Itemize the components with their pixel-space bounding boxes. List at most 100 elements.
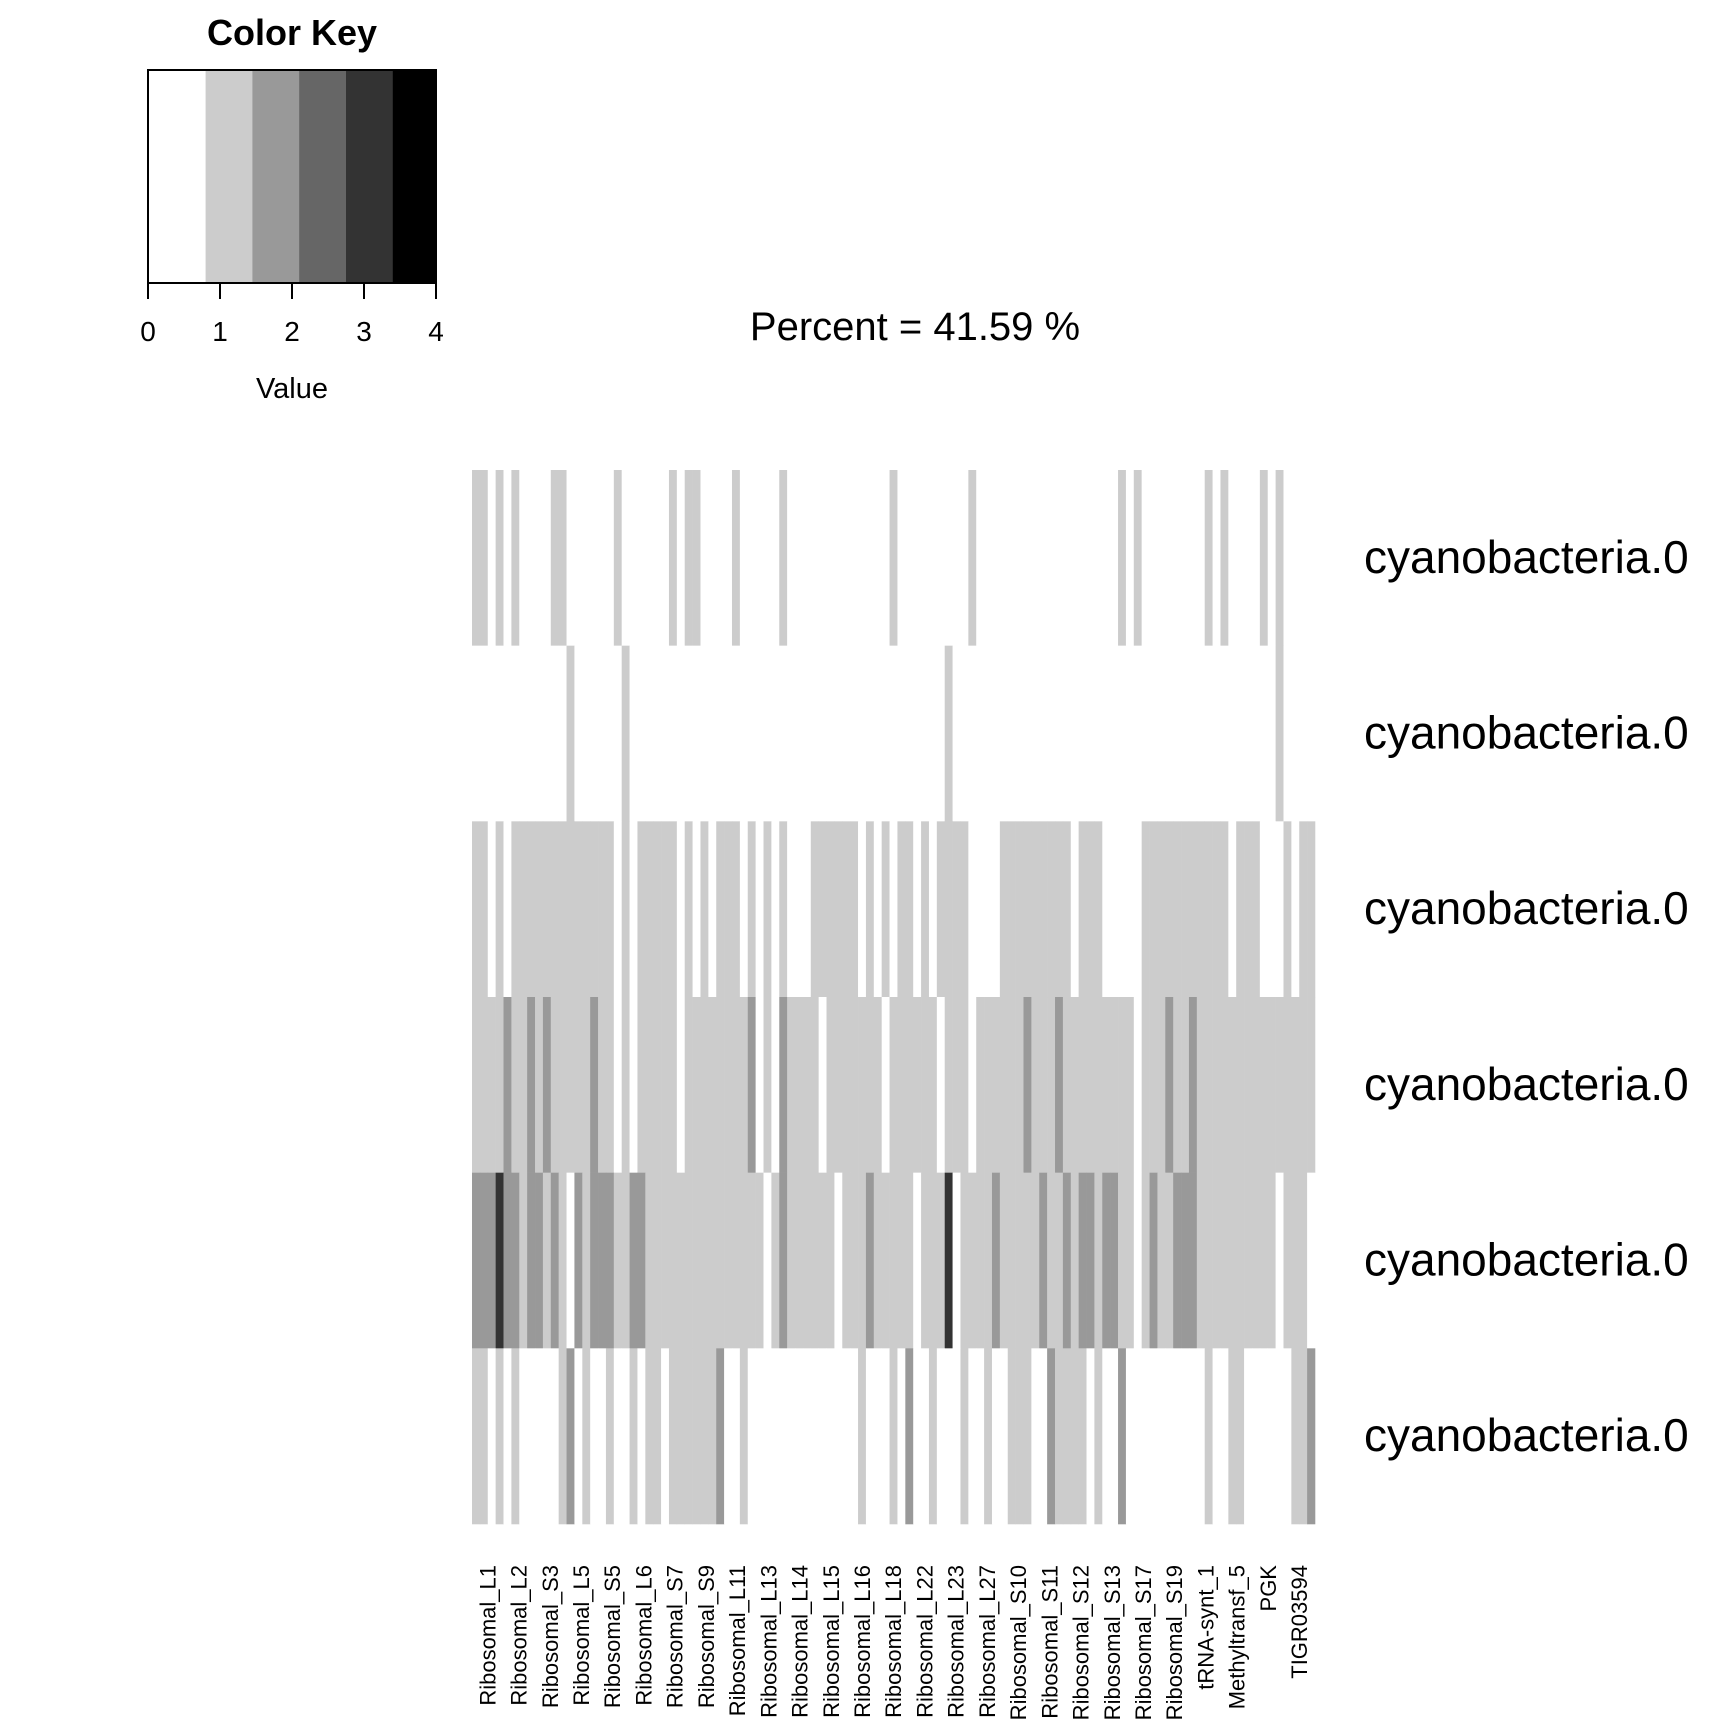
heatmap-cell: [503, 645, 512, 822]
heatmap-cell: [1204, 997, 1213, 1173]
heatmap-cell: [684, 1172, 693, 1349]
heatmap-cell: [566, 1348, 575, 1525]
heatmap-cell: [810, 1348, 819, 1525]
color-key: Color Key 0 1 2 3 4 Value: [140, 12, 444, 405]
heatmap-cell: [637, 1172, 646, 1349]
heatmap-cell: [818, 821, 827, 998]
heatmap-cell: [1196, 470, 1205, 646]
heatmap-cell: [598, 821, 607, 998]
heatmap-cell: [952, 1348, 961, 1525]
heatmap-cell: [1141, 645, 1150, 822]
heatmap-cell: [802, 821, 812, 998]
heatmap-cell: [479, 821, 489, 998]
heatmap-cell: [1267, 1348, 1276, 1525]
heatmap-cell: [716, 1348, 725, 1525]
heatmap-cell: [968, 470, 977, 646]
heatmap-cell: [1181, 997, 1190, 1173]
heatmap-cell: [1086, 470, 1095, 646]
heatmap-cell: [479, 645, 489, 822]
heatmap-cell: [684, 1348, 693, 1525]
color-key-band: [392, 70, 437, 283]
heatmap-cell: [1291, 1348, 1300, 1525]
heatmap-cell: [472, 1348, 481, 1525]
heatmap-cell: [826, 997, 835, 1173]
heatmap-cell: [763, 821, 772, 998]
heatmap-cell: [858, 1172, 867, 1349]
heatmap-cell: [771, 1172, 780, 1349]
heatmap-cell: [1055, 997, 1064, 1173]
heatmap-cell: [487, 470, 496, 646]
heatmap-cell: [1188, 470, 1198, 646]
heatmap-cell: [558, 470, 567, 646]
heatmap-cell: [921, 1172, 930, 1349]
heatmap-cell: [1181, 470, 1190, 646]
heatmap-cell: [999, 645, 1009, 822]
heatmap-cell: [810, 821, 819, 998]
heatmap-cell: [653, 645, 662, 822]
heatmap-cell: [1251, 1348, 1261, 1525]
heatmap-cell: [936, 821, 946, 998]
heatmap-cell: [1047, 1348, 1056, 1525]
heatmap-cell: [1015, 1348, 1024, 1525]
heatmap-cell: [1062, 1348, 1072, 1525]
heatmap-cell: [944, 1348, 953, 1525]
heatmap-cell: [842, 645, 851, 822]
heatmap-cell: [1291, 470, 1300, 646]
heatmap-cell: [968, 997, 977, 1173]
heatmap-cell: [1070, 1348, 1079, 1525]
heatmap-cell: [1251, 645, 1261, 822]
heatmap-cell: [1070, 470, 1079, 646]
color-key-tick-label: 3: [356, 316, 372, 347]
heatmap-cell: [1275, 645, 1284, 822]
heatmap-cell: [952, 997, 961, 1173]
heatmap-cell: [1094, 997, 1103, 1173]
heatmap-cell: [921, 645, 930, 822]
heatmap-cell: [999, 470, 1009, 646]
heatmap-cell: [1070, 821, 1079, 998]
heatmap-cell: [1007, 1172, 1016, 1349]
column-label: Ribosomal_S12: [1069, 1565, 1094, 1720]
heatmap-cell: [991, 470, 1001, 646]
heatmap-cell: [1259, 997, 1269, 1173]
heatmap-cell: [1102, 821, 1111, 998]
row-label: cyanobacteria.0: [1364, 1234, 1689, 1286]
heatmap-cell: [1055, 470, 1064, 646]
heatmap-cell: [787, 821, 796, 998]
heatmap-cell: [779, 645, 788, 822]
heatmap-cell: [1173, 821, 1182, 998]
heatmap-cell: [708, 1172, 717, 1349]
heatmap-cell: [921, 470, 930, 646]
heatmap-cell: [684, 997, 693, 1173]
heatmap-cell: [913, 821, 922, 998]
heatmap-cell: [1086, 1348, 1095, 1525]
heatmap-cell: [999, 1172, 1009, 1349]
heatmap-cell: [598, 645, 607, 822]
heatmap-cell: [542, 470, 552, 646]
heatmap-cell: [1196, 1172, 1205, 1349]
heatmap-cell: [1291, 1172, 1300, 1349]
heatmap-cell: [755, 1348, 764, 1525]
heatmap-cell: [1086, 997, 1095, 1173]
heatmap-cell: [1244, 821, 1253, 998]
heatmap-cell: [944, 645, 953, 822]
heatmap-cell: [936, 1348, 946, 1525]
heatmap-cell: [542, 997, 552, 1173]
heatmap-cell: [1102, 1172, 1111, 1349]
heatmap-cell: [1039, 1172, 1048, 1349]
heatmap-cell: [913, 1172, 922, 1349]
heatmap-cell: [527, 1348, 536, 1525]
heatmap-cell: [1007, 645, 1016, 822]
heatmap-cell: [755, 821, 764, 998]
heatmap-cell: [645, 821, 654, 998]
heatmap-cell: [1078, 470, 1087, 646]
heatmap-cell: [1047, 1172, 1056, 1349]
heatmap-cell: [968, 645, 977, 822]
heatmap-cell: [1307, 1172, 1316, 1349]
heatmap-cell: [802, 1348, 812, 1525]
heatmap-cell: [629, 997, 638, 1173]
heatmap-cell: [637, 1348, 646, 1525]
heatmap-cell: [1220, 470, 1229, 646]
heatmap-cell: [621, 821, 630, 998]
heatmap-cell: [858, 470, 867, 646]
heatmap-cell: [487, 821, 496, 998]
